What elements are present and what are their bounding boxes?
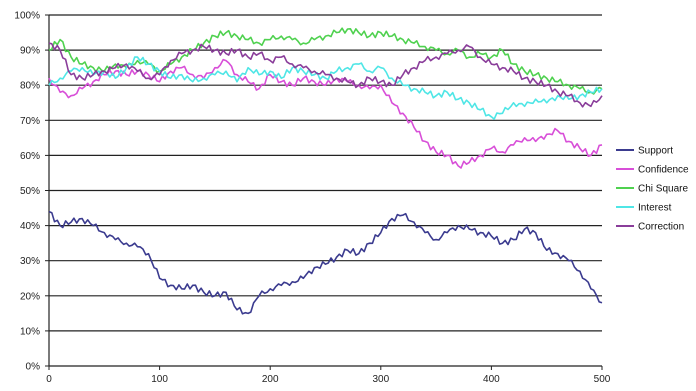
legend-label-chi-square: Chi Square [638, 184, 688, 195]
x-tick-label: 0 [46, 374, 52, 385]
axes: 0% 10% 20% 30% 40% 50% 60% 70% 80% 90% 100% 0 100 200… [14, 11, 610, 386]
x-tick-label: 100 [151, 374, 168, 385]
legend-label-support: Support [638, 146, 673, 157]
series-line-interest [48, 56, 603, 120]
y-tick-label: 0% [26, 362, 41, 373]
y-tick-label: 10% [20, 326, 40, 337]
y-tick-label: 50% [20, 186, 40, 197]
legend-label-interest: Interest [638, 203, 672, 214]
series-line-chi-square [48, 27, 603, 95]
y-tick-label: 100% [14, 11, 40, 22]
legend: Support Confidence Chi Square Interest Corre… [612, 142, 696, 240]
x-tick-label: 400 [483, 374, 500, 385]
y-tick-label: 80% [20, 81, 40, 92]
x-tick-label: 200 [262, 374, 279, 385]
y-tick-label: 60% [20, 151, 40, 162]
y-tick-label: 30% [20, 256, 40, 267]
y-tick-label: 70% [20, 116, 40, 127]
legend-label-correction: Correction [638, 222, 684, 233]
legend-box [612, 142, 696, 240]
x-tick-label: 500 [594, 374, 611, 385]
y-tick-label: 20% [20, 291, 40, 302]
gridlines [49, 14, 602, 332]
series-line-support [48, 210, 603, 315]
series-line-correction [48, 42, 603, 108]
series-lines [48, 27, 603, 315]
y-tick-label: 90% [20, 46, 40, 57]
x-tick-label: 300 [372, 374, 389, 385]
legend-label-confidence: Confidence [638, 165, 689, 176]
y-tick-label: 40% [20, 221, 40, 232]
